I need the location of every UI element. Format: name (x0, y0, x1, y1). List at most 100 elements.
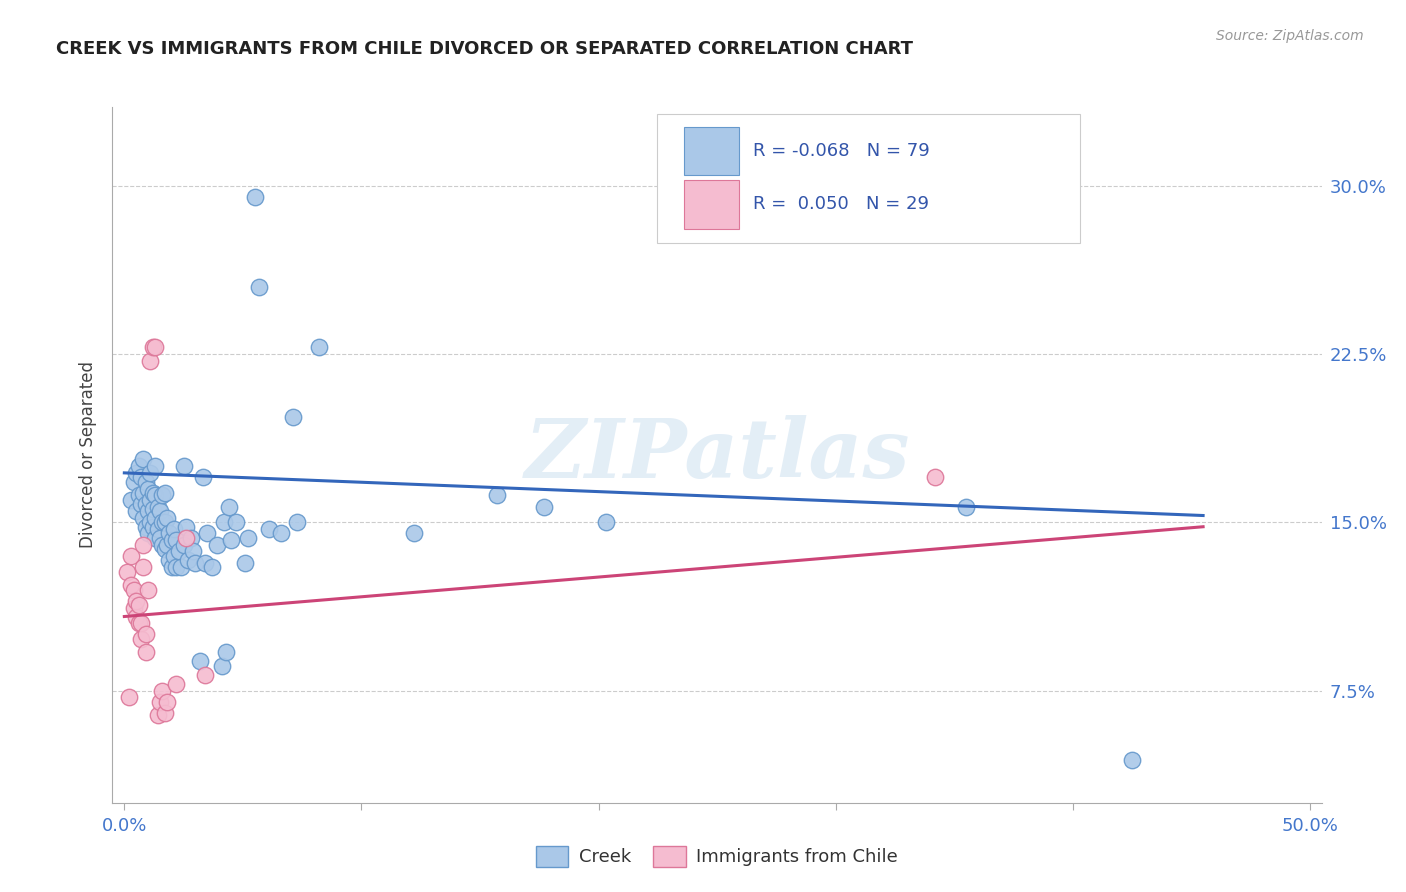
Point (149, 531, 172, 545)
Point (180, 531, 202, 545)
Point (150, 683, 173, 698)
Point (163, 522, 186, 536)
Point (125, 609, 148, 624)
FancyBboxPatch shape (685, 127, 738, 175)
Point (146, 500, 169, 514)
Point (128, 459, 150, 474)
Point (595, 515, 617, 529)
Point (125, 594, 148, 608)
Point (132, 452, 155, 467)
Point (1121, 753, 1143, 767)
Point (125, 504, 148, 518)
Point (136, 482, 159, 496)
Point (139, 353, 162, 368)
Point (195, 526, 218, 541)
Point (135, 475, 157, 489)
FancyBboxPatch shape (657, 114, 1080, 243)
Point (129, 497, 152, 511)
Point (139, 466, 162, 480)
Point (125, 466, 148, 480)
Point (287, 515, 309, 529)
Point (129, 616, 152, 631)
Text: CREEK VS IMMIGRANTS FROM CHILE DIVORCED OR SEPARATED CORRELATION CHART: CREEK VS IMMIGRANTS FROM CHILE DIVORCED … (56, 40, 914, 58)
Point (163, 549, 186, 563)
Point (120, 492, 142, 507)
Text: R =  0.050   N = 29: R = 0.050 N = 29 (754, 195, 929, 213)
Point (136, 582, 159, 597)
Point (120, 549, 142, 563)
Point (143, 510, 166, 524)
Point (215, 645, 238, 659)
Point (122, 600, 145, 615)
Point (129, 470, 152, 484)
Point (150, 515, 173, 529)
Point (225, 515, 247, 529)
Point (128, 488, 150, 502)
Point (243, 190, 266, 204)
Point (135, 520, 157, 534)
Point (132, 560, 155, 574)
Point (181, 544, 204, 558)
Text: Source: ZipAtlas.com: Source: ZipAtlas.com (1216, 29, 1364, 43)
Y-axis label: Divorced or Separated: Divorced or Separated (79, 361, 97, 549)
Point (174, 531, 197, 545)
Point (153, 706, 176, 720)
Point (191, 470, 214, 484)
Point (157, 526, 180, 541)
Point (212, 515, 235, 529)
Point (233, 556, 256, 570)
Point (249, 279, 271, 293)
FancyBboxPatch shape (685, 180, 738, 229)
Point (270, 526, 292, 541)
Point (153, 515, 176, 529)
Point (153, 542, 176, 557)
Point (236, 531, 259, 545)
Point (142, 501, 165, 516)
Point (173, 459, 195, 474)
Point (173, 538, 195, 552)
Point (139, 492, 162, 507)
Point (146, 522, 169, 536)
Point (153, 486, 176, 500)
Point (281, 409, 304, 424)
Point (139, 515, 162, 529)
Point (118, 690, 141, 705)
Point (156, 538, 179, 552)
Point (142, 520, 165, 534)
Point (184, 556, 207, 570)
Point (157, 553, 180, 567)
Point (135, 645, 157, 659)
Point (205, 538, 228, 552)
Point (132, 510, 155, 524)
Point (174, 520, 197, 534)
Point (160, 533, 183, 548)
Point (115, 565, 138, 579)
Legend: Creek, Immigrants from Chile: Creek, Immigrants from Chile (529, 838, 905, 874)
Point (166, 677, 188, 691)
Point (924, 470, 946, 484)
Point (122, 475, 145, 489)
Point (149, 504, 172, 518)
Text: R = -0.068   N = 79: R = -0.068 N = 79 (754, 142, 931, 160)
Text: ZIPatlas: ZIPatlas (524, 415, 910, 495)
Point (257, 522, 280, 536)
Point (308, 340, 330, 354)
Point (402, 526, 425, 541)
Point (132, 538, 155, 552)
Point (135, 497, 157, 511)
Point (194, 556, 217, 570)
Point (143, 459, 166, 474)
Point (218, 500, 240, 514)
Point (167, 544, 190, 558)
Point (128, 599, 150, 613)
Point (120, 578, 142, 592)
Point (485, 488, 508, 502)
Point (132, 486, 155, 500)
Point (170, 560, 193, 574)
Point (188, 654, 211, 668)
Point (122, 582, 145, 597)
Point (142, 486, 165, 500)
Point (143, 531, 166, 545)
Point (150, 488, 173, 502)
Point (533, 500, 555, 514)
